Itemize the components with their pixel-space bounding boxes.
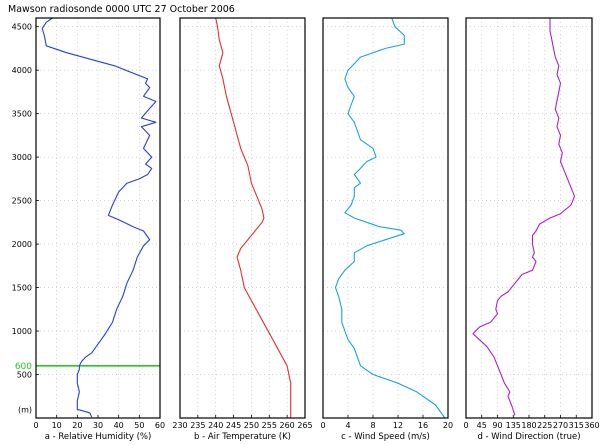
x-tick-label: 45 bbox=[477, 421, 487, 430]
x-tick-label: 20 bbox=[443, 421, 453, 430]
x-tick-label: 16 bbox=[418, 421, 428, 430]
x-tick-label: 315 bbox=[569, 421, 584, 430]
x-tick-label: 10 bbox=[52, 421, 62, 430]
panel-2: 230 235 240 245 250 255 260 265 b - Air Temperat… bbox=[172, 17, 313, 442]
x-tick-label: 265 bbox=[297, 421, 312, 430]
x-tick-label: 0 bbox=[463, 421, 468, 430]
x-tick-label: 40 bbox=[114, 421, 124, 430]
y-tick-label: 1000 bbox=[12, 327, 32, 336]
y-unit-label: (m) bbox=[18, 405, 32, 414]
series-line bbox=[215, 17, 292, 418]
y-tick-label: 4500 bbox=[12, 23, 32, 32]
x-tick-label: 235 bbox=[190, 421, 205, 430]
x-tick-label: 270 bbox=[553, 421, 568, 430]
x-tick-label: 20 bbox=[72, 421, 82, 430]
y-axis: 500 1000 1500 2000 2500 3000 3500 4000 4500 600 (m… bbox=[12, 23, 39, 414]
x-tick-label: 245 bbox=[226, 421, 241, 430]
y-tick-label: 3500 bbox=[12, 110, 32, 119]
annotation-label-600: 600 bbox=[15, 362, 32, 372]
series-line bbox=[41, 17, 157, 418]
panel-3: 0 4 8 12 16 20 c - Wind Speed (m/s) bbox=[320, 17, 453, 442]
x-tick-label: 4 bbox=[345, 421, 350, 430]
x-axis-label: b - Air Temperature (K) bbox=[194, 432, 291, 442]
profile-panels: 0 10 20 30 40 50 60a - Relative Humidity (%)23… bbox=[12, 17, 600, 442]
y-tick-label: 500 bbox=[17, 371, 32, 380]
y-tick-label: 4000 bbox=[12, 66, 32, 75]
x-tick-label: 8 bbox=[370, 421, 375, 430]
x-tick-label: 240 bbox=[208, 421, 223, 430]
panel-4: 0 45 90 135 180 225 270 315 360 d - Wind Directio… bbox=[463, 17, 600, 442]
y-tick-label: 3000 bbox=[12, 153, 32, 162]
x-tick-label: 30 bbox=[93, 421, 103, 430]
y-tick-label: 1500 bbox=[12, 284, 32, 293]
panel-frame bbox=[322, 17, 449, 419]
x-tick-label: 0 bbox=[33, 421, 38, 430]
x-tick-label: 90 bbox=[492, 421, 502, 430]
x-tick-label: 0 bbox=[320, 421, 325, 430]
x-axis-label: c - Wind Speed (m/s) bbox=[341, 432, 430, 442]
x-tick-label: 255 bbox=[262, 421, 277, 430]
x-tick-label: 230 bbox=[172, 421, 187, 430]
figure-title: Mawson radiosonde 0000 UTC 27 October 20… bbox=[8, 4, 235, 15]
series-line bbox=[334, 17, 446, 419]
y-tick-label: 2500 bbox=[12, 197, 32, 206]
x-tick-label: 135 bbox=[506, 421, 521, 430]
x-tick-label: 50 bbox=[134, 421, 144, 430]
x-axis-label: d - Wind Direction (true) bbox=[477, 432, 580, 442]
x-tick-label: 260 bbox=[280, 421, 295, 430]
series-line bbox=[472, 18, 576, 416]
x-tick-label: 60 bbox=[155, 421, 165, 430]
x-tick-label: 250 bbox=[244, 421, 259, 430]
x-tick-label: 12 bbox=[393, 421, 403, 430]
panel-1: 0 10 20 30 40 50 60a - Relative Humidity (%) bbox=[33, 17, 165, 442]
x-tick-label: 180 bbox=[521, 421, 536, 430]
x-tick-label: 360 bbox=[584, 421, 599, 430]
x-tick-label: 225 bbox=[537, 421, 552, 430]
x-axis-label: a - Relative Humidity (%) bbox=[45, 432, 152, 442]
y-tick-label: 2000 bbox=[12, 240, 32, 249]
panel-frame bbox=[179, 17, 306, 419]
